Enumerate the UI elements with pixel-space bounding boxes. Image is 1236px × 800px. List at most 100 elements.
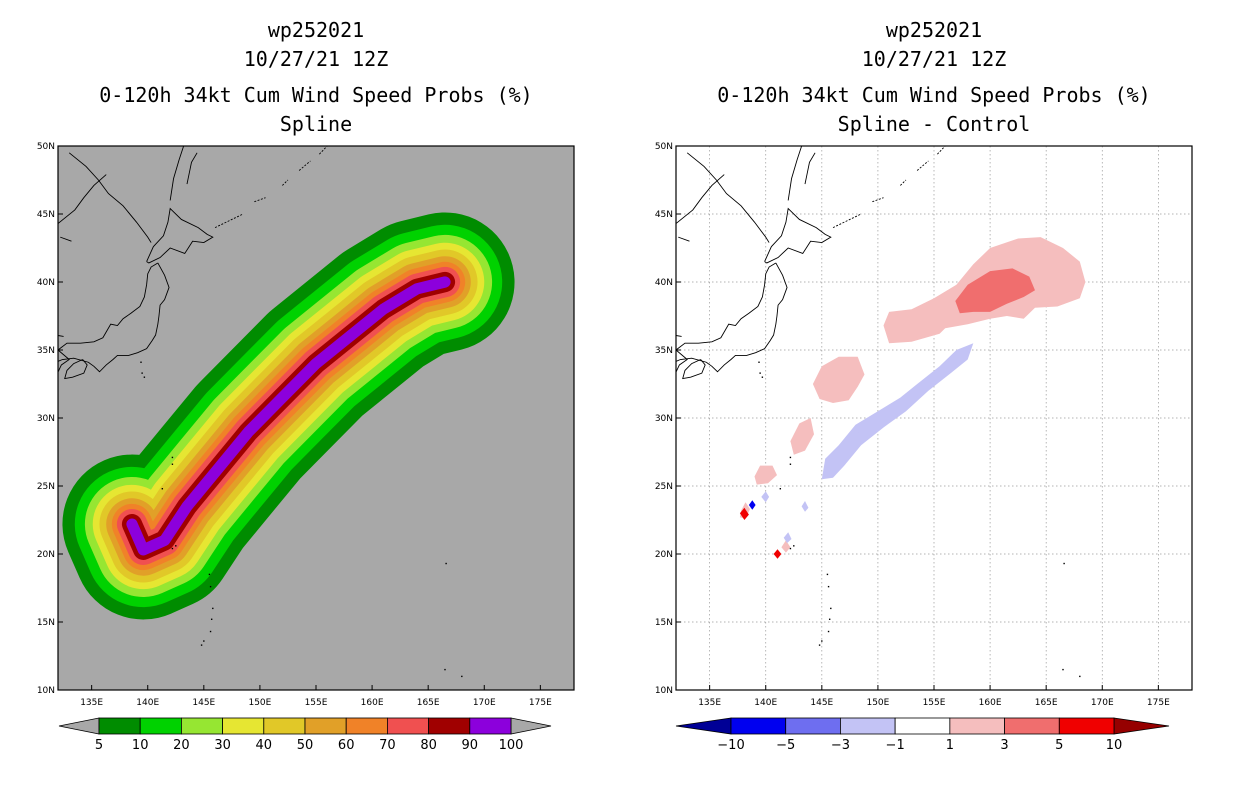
y-tick-label: 20N [37, 550, 55, 560]
island-dot [1063, 562, 1065, 565]
colorbar-label: −10 [717, 738, 744, 753]
coastline [68, 152, 152, 243]
x-tick-label: 150E [248, 698, 271, 708]
colorbar-swatch [469, 717, 512, 735]
y-tick-label: 40N [37, 278, 55, 288]
island-dot [171, 547, 174, 550]
left-map-frame [57, 145, 575, 691]
x-tick-label: 165E [417, 698, 440, 708]
diff-spot-pos-5to10 [773, 549, 782, 559]
island-dot [789, 463, 792, 465]
diff-region-neg-1to3 [821, 343, 974, 480]
right-title-method: Spline - Control [837, 112, 1031, 136]
colorbar-label: 50 [297, 738, 314, 753]
island-chain [937, 146, 946, 155]
colorbar-swatch [730, 717, 787, 735]
y-tick-label: 45N [655, 210, 673, 220]
island-dot [818, 644, 821, 646]
colorbar-label: 10 [1106, 738, 1123, 753]
coastline [676, 335, 682, 337]
y-tick-label: 15N [655, 618, 673, 628]
x-tick-label: 140E [754, 698, 777, 708]
colorbar-left-extension [58, 717, 100, 735]
x-tick-label: 170E [473, 698, 496, 708]
island-dot [126, 696, 127, 697]
colorbar-label: 80 [420, 738, 437, 753]
island-dot [1062, 668, 1064, 671]
right-title-storm-id: wp252021 [885, 18, 983, 42]
coastline [58, 174, 107, 224]
y-tick-label: 35N [655, 346, 673, 356]
island-dot [826, 573, 829, 576]
left-panel-title: wp252021 10/27/21 12Z 0-120h 34kt Cum Wi… [58, 16, 574, 139]
island-dot [759, 372, 761, 374]
island-chain [282, 179, 289, 186]
colorbar-label: 30 [214, 738, 231, 753]
island-dot [828, 618, 831, 620]
colorbar-swatch [98, 717, 141, 735]
island-dot [827, 585, 830, 588]
diff-region-neg-1to3 [846, 430, 865, 447]
y-tick-label: 10N [655, 686, 673, 696]
colorbar-label: −3 [831, 738, 850, 753]
right-axes: 135E 140E 145E 150E 155E 160E 165E 170E 175E 10N 1… [655, 142, 1193, 708]
island-dot [444, 668, 446, 671]
left-title-storm-id: wp252021 [267, 18, 365, 42]
coastline [169, 146, 185, 201]
coastline [686, 152, 770, 243]
diff-spot-neg-5to10 [748, 500, 756, 510]
x-tick-label: 160E [361, 698, 384, 708]
right-map-frame [675, 145, 1193, 691]
x-tick-label: 150E [866, 698, 889, 708]
colorbar-swatch [1058, 717, 1115, 735]
colorbar-swatch [304, 717, 347, 735]
island-dot [175, 545, 177, 547]
colorbar-label: −5 [776, 738, 795, 753]
island-dot [1079, 675, 1081, 678]
island-dot [461, 675, 463, 678]
left-title-product: 0-120h 34kt Cum Wind Speed Probs (%) [99, 83, 533, 107]
island-dot [203, 640, 205, 642]
coastline [804, 152, 816, 185]
coastline [58, 262, 170, 374]
island-dot [208, 573, 211, 576]
colorbar-swatch [180, 717, 223, 735]
coastline [58, 335, 64, 337]
island-chain [254, 197, 266, 203]
island-dot [830, 607, 832, 610]
diff-region-pos-1to3 [781, 540, 791, 553]
island-dot [459, 696, 460, 697]
right-colorbar: −10 −5 −3 −1 1 3 5 10 [675, 717, 1170, 753]
island-chain [298, 160, 311, 171]
x-tick-label: 145E [192, 698, 215, 708]
island-dot [141, 372, 143, 374]
colorbar-label: 90 [462, 738, 479, 753]
colorbar-swatch [428, 717, 471, 735]
island-dot [209, 585, 212, 588]
prob-contour-90 [126, 276, 451, 556]
island-dot [789, 456, 792, 459]
island-dot [210, 618, 213, 620]
x-tick-label: 135E [698, 698, 721, 708]
x-tick-label: 155E [923, 698, 946, 708]
left-colorbar: 5 10 20 30 40 50 60 70 80 90 100 [58, 717, 552, 753]
right-map [676, 146, 1192, 697]
colorbar-left-extension [675, 717, 732, 735]
island-dot [171, 463, 174, 465]
diff-region-pos-1to3 [812, 356, 865, 403]
coastline [764, 207, 832, 264]
left-map [58, 146, 574, 697]
coastline [682, 359, 706, 380]
island-dot [744, 696, 745, 697]
left-title-method: Spline [279, 112, 353, 136]
island-dot [143, 376, 146, 378]
y-tick-label: 25N [37, 482, 55, 492]
y-tick-label: 15N [37, 618, 55, 628]
colorbar-swatch [840, 717, 896, 735]
island-dot [758, 361, 760, 363]
y-tick-label: 45N [37, 210, 55, 220]
colorbar-label: 20 [173, 738, 190, 753]
right-title-datetime: 10/27/21 12Z [861, 47, 1007, 71]
colorbar-swatch [222, 717, 265, 735]
y-tick-label: 20N [655, 550, 673, 560]
